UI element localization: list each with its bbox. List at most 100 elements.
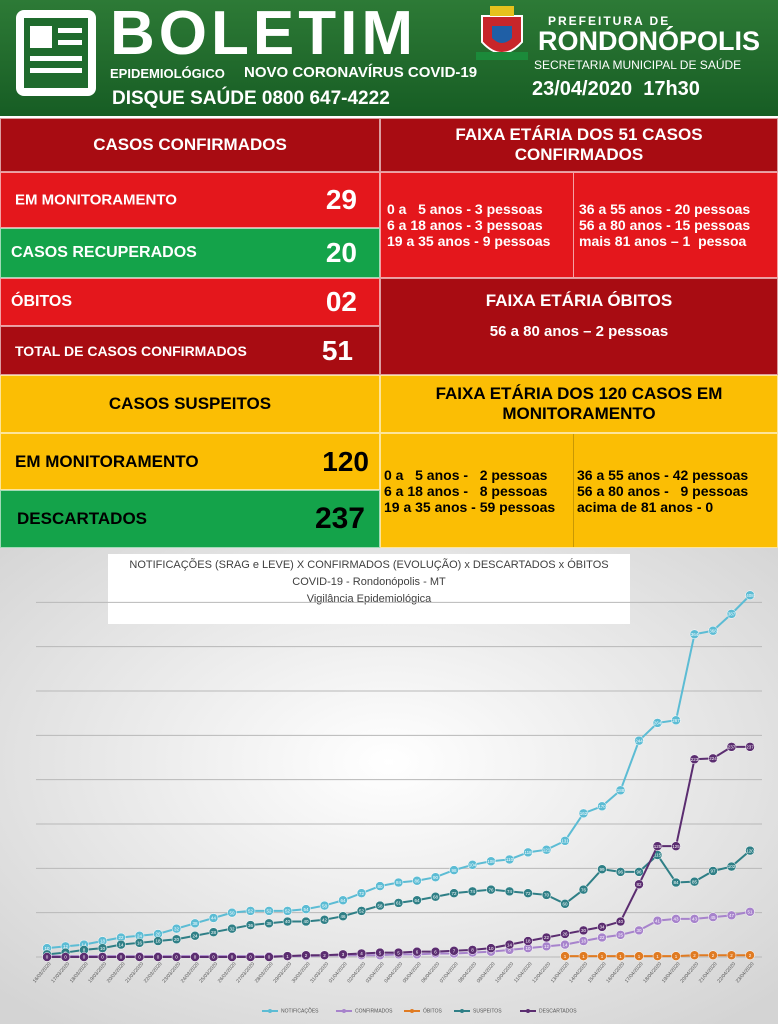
data-label: 5: [379, 950, 382, 955]
data-label: 68: [433, 894, 439, 899]
data-point: [449, 888, 459, 898]
data-label: 10: [488, 946, 494, 951]
data-label: 0: [101, 955, 104, 960]
data-label: 0: [194, 955, 197, 960]
chart-title: COVID-19 - Rondonópolis - MT: [292, 576, 446, 588]
data-point: [227, 907, 237, 918]
data-point: [523, 936, 533, 946]
header-subtitle: EPIDEMIOLÓGICO: [110, 66, 225, 81]
data-point: [412, 895, 422, 906]
data-point: [578, 808, 589, 819]
data-point: [190, 952, 200, 962]
data-point: [375, 881, 385, 891]
data-point: [652, 951, 663, 961]
title-box: [108, 554, 630, 624]
data-point: [578, 951, 589, 961]
data-label: 18: [100, 939, 106, 944]
data-point: [356, 948, 367, 959]
header-title: BOLETIM: [110, 0, 417, 68]
data-point: [282, 951, 293, 961]
data-point: [301, 950, 311, 960]
age-box: 0 a 5 anos - 3 pessoas 6 a 18 anos - 3 pe…: [380, 172, 778, 278]
data-point: [97, 952, 108, 962]
data-point: [430, 891, 441, 902]
data-label: 1: [638, 954, 641, 959]
section-title: CASOS SUSPEITOS: [0, 375, 380, 433]
data-point: [726, 609, 737, 619]
data-point: [541, 932, 552, 943]
chart-title: Vigilância Epidemiológica: [307, 593, 432, 605]
data-label: 118: [524, 850, 532, 855]
data-point: [615, 867, 626, 877]
data-point: [412, 875, 422, 886]
data-label: 61: [396, 901, 402, 906]
data-label: 30: [636, 928, 642, 933]
data-point: [356, 906, 367, 916]
header-icon: [16, 10, 96, 96]
data-point: [486, 884, 496, 895]
stat-label: TOTAL DE CASOS CONFIRMADOS: [15, 342, 247, 359]
data-point: [319, 915, 330, 925]
age-box: 0 a 5 anos - 2 pessoas 6 a 18 anos - 8 pe…: [380, 433, 778, 548]
data-point: [153, 936, 163, 946]
data-label: 0: [120, 955, 123, 960]
data-point: [116, 939, 126, 950]
data-point: [319, 900, 330, 911]
data-point: [375, 900, 385, 911]
data-label: 3: [342, 952, 345, 957]
data-point: [504, 939, 515, 950]
age-line: 56 a 80 anos - 9 pessoas: [577, 482, 749, 499]
header-phone: DISQUE SAÚDE 0800 647-4222: [112, 88, 390, 109]
data-point: [301, 916, 311, 927]
data-point: [42, 952, 52, 962]
data-point: [134, 952, 145, 962]
data-label: 237: [728, 745, 736, 750]
age-list: 36 a 55 anos - 42 pessoas 56 a 80 anos - …: [577, 434, 748, 547]
data-point: [708, 753, 718, 764]
data-label: 30: [581, 928, 587, 933]
data-point: [652, 915, 663, 926]
data-label: 408: [746, 593, 754, 598]
data-label: 58: [377, 903, 383, 908]
data-point: [671, 715, 681, 726]
section-title: FAIXA ETÁRIA ÓBITOS: [485, 291, 673, 310]
data-label: 38: [192, 921, 198, 926]
data-label: 43: [692, 917, 698, 922]
data-label: 115: [654, 853, 662, 858]
data-point: [412, 946, 422, 957]
data-point: [449, 946, 459, 956]
data-point: [745, 907, 755, 917]
data-point: [671, 841, 681, 851]
data-point: [578, 884, 589, 895]
stat-value: 02: [325, 286, 357, 317]
data-point: [245, 920, 256, 930]
data-point: [116, 952, 126, 962]
data-label: 14: [562, 942, 568, 947]
data-point: [615, 916, 626, 927]
stat-label: CASOS RECUPERADOS: [11, 244, 197, 261]
data-point: [375, 947, 385, 958]
data-label: 80: [377, 884, 383, 889]
data-point: [430, 946, 441, 957]
data-point: [634, 925, 644, 936]
data-point: [578, 925, 589, 936]
data-point: [560, 939, 570, 950]
data-label: 121: [543, 847, 551, 852]
org-name: RONDONÓPOLIS: [538, 26, 761, 56]
data-label: 36: [248, 923, 254, 928]
data-label: 0: [64, 955, 67, 960]
data-label: 1: [675, 954, 678, 959]
data-label: 28: [211, 930, 217, 935]
data-label: 52: [248, 909, 254, 914]
data-label: 90: [433, 875, 439, 880]
data-label: 1: [619, 954, 622, 959]
data-point: [745, 742, 755, 752]
data-point: [467, 886, 478, 897]
data-point: [393, 898, 404, 908]
data-label: 1: [582, 954, 585, 959]
data-label: 70: [544, 893, 550, 898]
data-point: [282, 906, 293, 916]
data-label: 22: [599, 935, 605, 940]
legend-swatch: [268, 1009, 272, 1013]
legend-label: SUSPEITOS: [473, 1008, 502, 1014]
